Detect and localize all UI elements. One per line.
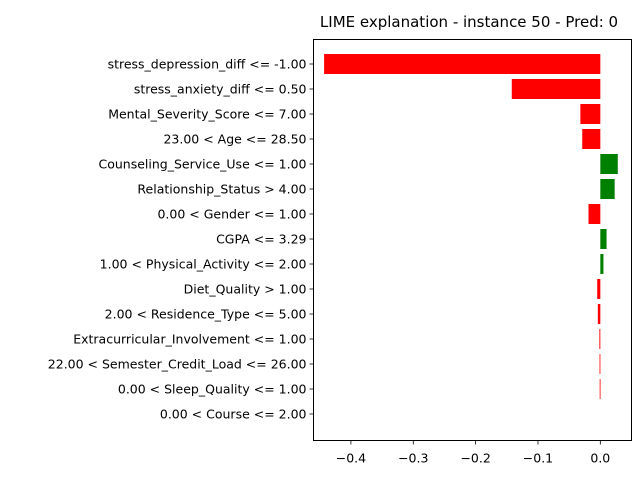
y-tick-label: 0.00 < Gender <= 1.00	[157, 207, 306, 222]
y-tick-labels: stress_depression_diff <= -1.00 stress_an…	[48, 57, 314, 422]
bar	[600, 229, 607, 249]
bar	[324, 54, 601, 74]
chart-title: LIME explanation - instance 50 - Pred: 0	[320, 13, 618, 31]
plot-frame	[313, 39, 632, 441]
bar	[600, 154, 618, 174]
bar	[597, 279, 601, 299]
x-tick-label: −0.2	[460, 451, 490, 466]
y-tick-label: Mental_Severity_Score <= 7.00	[108, 107, 306, 122]
bar	[588, 204, 601, 224]
y-tick-label: Extracurricular_Involvement <= 1.00	[73, 332, 306, 347]
bar	[600, 179, 615, 199]
bars-layer	[324, 54, 618, 399]
x-tick-label: −0.4	[336, 451, 366, 466]
y-tick-label: 23.00 < Age <= 28.50	[163, 132, 306, 147]
x-tick-label: −0.3	[398, 451, 428, 466]
y-tick-label: Diet_Quality > 1.00	[184, 282, 307, 297]
bar	[582, 129, 601, 149]
bar	[600, 254, 604, 274]
y-tick-label: stress_depression_diff <= -1.00	[108, 57, 307, 72]
y-tick-label: 1.00 < Physical_Activity <= 2.00	[100, 257, 307, 272]
bar	[599, 354, 601, 374]
y-tick-label: stress_anxiety_diff <= 0.50	[134, 82, 307, 97]
bar	[580, 104, 601, 124]
bar	[599, 379, 601, 399]
bar	[597, 304, 601, 324]
y-tick-label: 2.00 < Residence_Type <= 5.00	[105, 307, 307, 322]
y-tick-label: CGPA <= 3.29	[216, 232, 306, 247]
y-tick-label: 22.00 < Semester_Credit_Load <= 26.00	[48, 357, 307, 372]
x-tick-label: −0.1	[523, 451, 553, 466]
y-tick-label: Counseling_Service_Use <= 1.00	[98, 157, 306, 172]
x-axis: −0.4 −0.3 −0.2 −0.1 0.0	[336, 440, 610, 466]
x-tick-label: 0.0	[590, 451, 610, 466]
bar	[599, 329, 601, 349]
y-tick-label: 0.00 < Course <= 2.00	[160, 407, 307, 422]
y-tick-label: Relationship_Status > 4.00	[137, 182, 306, 197]
y-tick-label: 0.00 < Sleep_Quality <= 1.00	[118, 382, 307, 397]
bar	[511, 79, 601, 99]
